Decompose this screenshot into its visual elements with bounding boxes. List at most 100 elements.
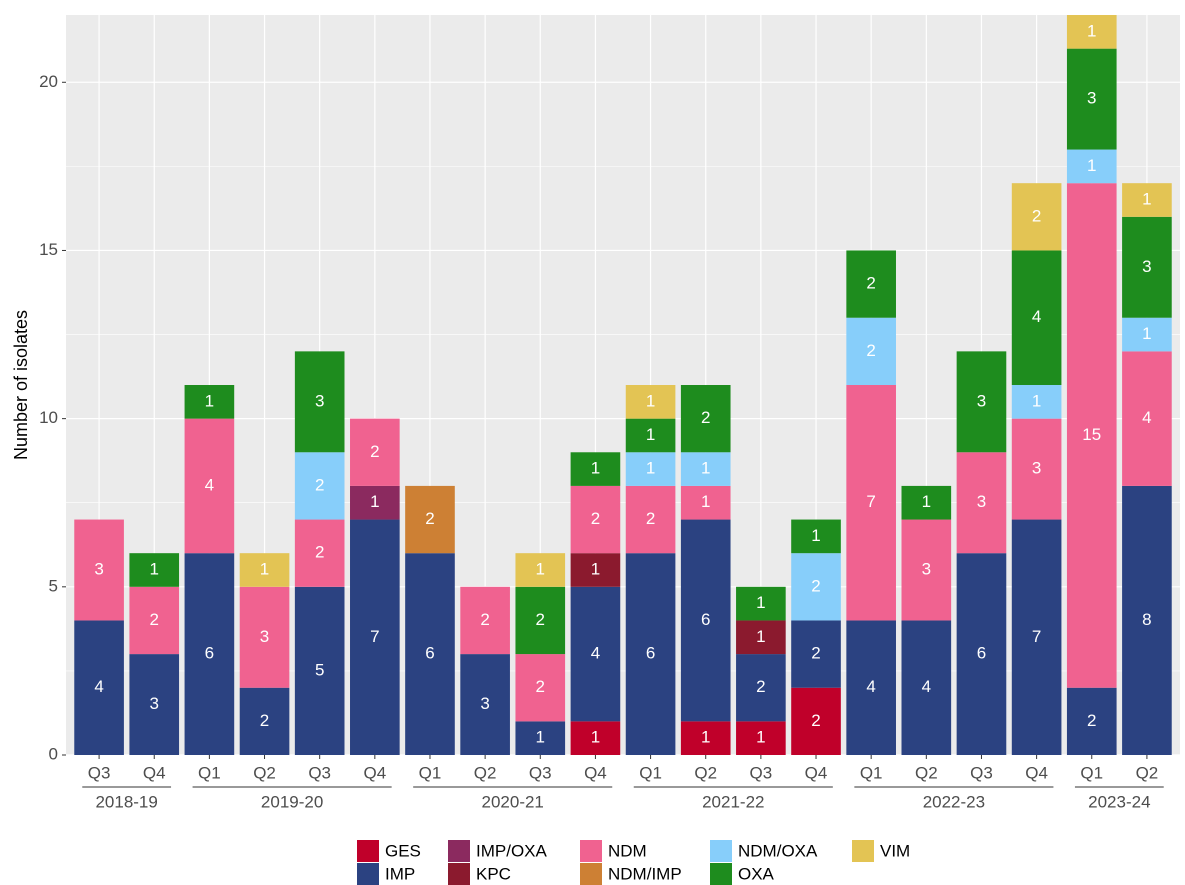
x-tick-label: Q3 — [308, 763, 331, 782]
value-label: 1 — [1087, 156, 1096, 175]
bar-segment — [294, 586, 345, 755]
value-label: 1 — [1032, 391, 1041, 410]
bar-segment — [515, 553, 566, 587]
value-label: 1 — [205, 391, 214, 410]
bar-segment — [736, 654, 786, 722]
bar-segment — [294, 519, 345, 587]
legend-label: KPC — [476, 864, 511, 883]
x-tick-label: Q3 — [88, 763, 111, 782]
bar-segment — [74, 620, 124, 755]
x-tick-label: Q2 — [694, 763, 717, 782]
bar-segment — [956, 351, 1007, 453]
bar-segment — [239, 553, 290, 587]
bar-segment — [625, 485, 676, 554]
bar-segment — [570, 721, 621, 755]
y-tick-label: 0 — [49, 744, 58, 763]
x-group-label: 2018-19 — [95, 792, 157, 811]
bar-segment — [956, 553, 1007, 755]
legend-key — [852, 840, 874, 862]
value-label: 7 — [1032, 627, 1041, 646]
value-label: 3 — [1142, 257, 1151, 276]
value-label: 1 — [591, 728, 600, 747]
bar-segment — [736, 586, 786, 621]
value-label: 3 — [260, 627, 269, 646]
legend-label: OXA — [738, 864, 775, 883]
bar-segment — [570, 452, 621, 486]
bar-segment — [1011, 418, 1062, 520]
bar-segment — [184, 385, 235, 419]
value-label: 1 — [811, 526, 820, 545]
value-label: 4 — [205, 475, 214, 494]
legend-label: IMP/OXA — [476, 841, 548, 860]
bar-segment — [515, 721, 566, 755]
value-label: 1 — [370, 492, 379, 511]
bar-segment — [184, 553, 235, 755]
value-label: 3 — [1032, 459, 1041, 478]
legend-label: GES — [385, 841, 421, 860]
bar-segment — [1066, 149, 1117, 184]
value-label: 3 — [315, 391, 324, 410]
value-label: 1 — [260, 559, 269, 578]
legend-label: NDM/OXA — [738, 841, 818, 860]
value-label: 2 — [315, 475, 324, 494]
bar-segment — [1066, 687, 1117, 755]
value-label: 2 — [536, 677, 545, 696]
y-tick-label: 10 — [39, 408, 58, 427]
x-tick-label: Q3 — [970, 763, 993, 782]
value-label: 2 — [315, 543, 324, 562]
x-tick-label: Q3 — [529, 763, 552, 782]
y-tick-label: 20 — [39, 72, 58, 91]
y-tick-label: 15 — [39, 240, 58, 259]
bar-segment — [129, 553, 180, 587]
value-label: 1 — [701, 492, 710, 511]
legend-key — [580, 863, 602, 885]
x-tick-label: Q4 — [143, 763, 166, 782]
value-label: 2 — [811, 711, 820, 730]
bar-segment — [1122, 351, 1172, 486]
value-label: 2 — [866, 274, 875, 293]
value-label: 4 — [866, 677, 875, 696]
bar-segment — [901, 485, 952, 520]
value-label: 3 — [480, 694, 489, 713]
bar-segment — [405, 485, 455, 554]
value-label: 2 — [370, 442, 379, 461]
legend-key — [710, 863, 732, 885]
y-tick-label: 5 — [49, 576, 58, 595]
value-label: 1 — [756, 593, 765, 612]
legend-key — [710, 840, 732, 862]
value-label: 1 — [922, 492, 931, 511]
value-label: 6 — [205, 644, 214, 663]
value-label: 2 — [1032, 206, 1041, 225]
value-label: 4 — [922, 677, 931, 696]
value-label: 2 — [536, 610, 545, 629]
bar-segment — [1122, 183, 1172, 217]
bar-segment — [846, 620, 896, 755]
value-label: 3 — [1087, 89, 1096, 108]
value-label: 6 — [646, 644, 655, 663]
x-tick-label: Q4 — [805, 763, 828, 782]
x-group-label: 2019-20 — [261, 792, 323, 811]
value-label: 2 — [1087, 711, 1096, 730]
bar-segment — [791, 620, 841, 688]
bar-segment — [239, 687, 290, 755]
legend-key — [357, 863, 379, 885]
bar-segment — [74, 519, 124, 621]
legend-key — [448, 840, 470, 862]
bar-segment — [956, 452, 1007, 554]
value-label: 1 — [701, 728, 710, 747]
value-label: 1 — [591, 559, 600, 578]
x-tick-label: Q2 — [253, 763, 276, 782]
x-group-label: 2021-22 — [702, 792, 764, 811]
value-label: 2 — [646, 509, 655, 528]
bar-segment — [460, 586, 510, 655]
y-axis-title: Number of isolates — [11, 310, 31, 460]
bar-segment — [1122, 485, 1172, 755]
x-group-label: 2020-21 — [482, 792, 544, 811]
bar-segment — [129, 586, 180, 655]
bar-segment — [1066, 15, 1117, 49]
bar-segment — [239, 586, 290, 688]
bar-segment — [350, 519, 400, 755]
value-label: 4 — [1142, 408, 1151, 427]
bar-segment — [515, 586, 566, 655]
bar-segment — [129, 654, 180, 755]
